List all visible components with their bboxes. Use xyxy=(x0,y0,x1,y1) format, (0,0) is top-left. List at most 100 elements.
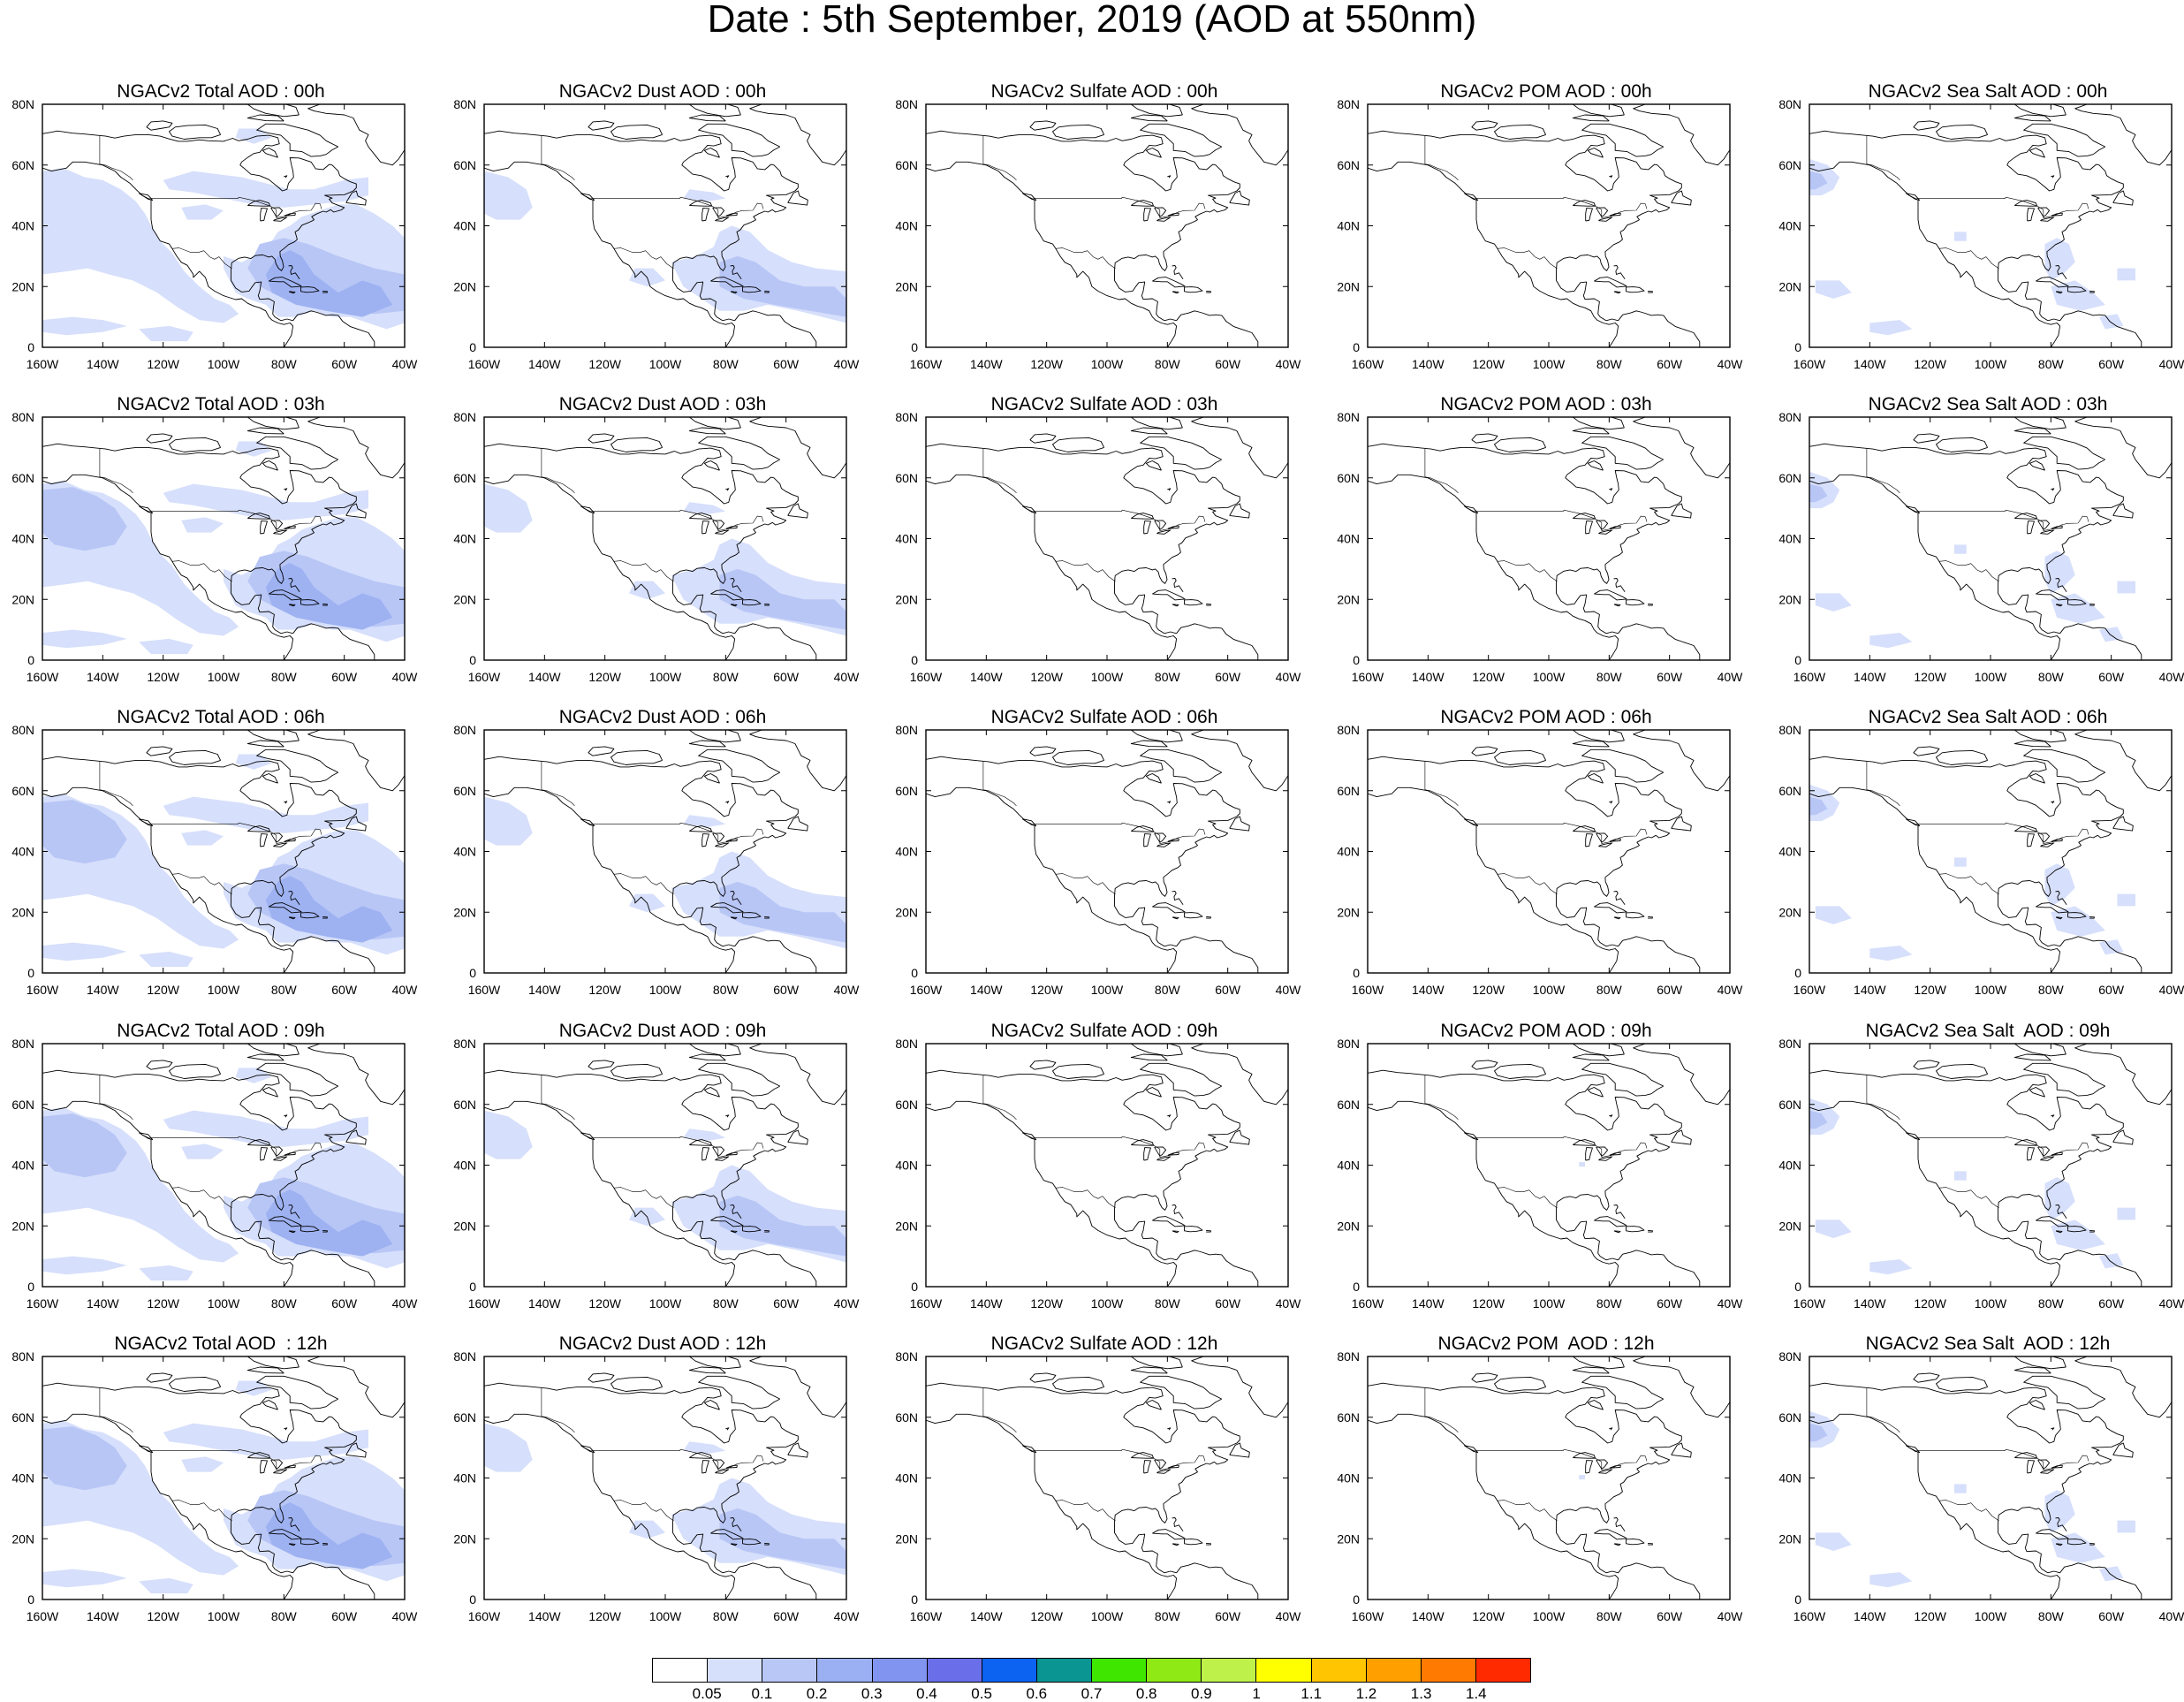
x-tick-label: 140W xyxy=(87,670,119,684)
x-tick-label: 100W xyxy=(1533,670,1566,684)
x-tick-label: 160W xyxy=(1352,357,1384,371)
coastline xyxy=(246,104,300,118)
y-tick-label: 60N xyxy=(453,1098,476,1112)
coastline xyxy=(1613,265,1626,279)
y-tick-label: 20N xyxy=(895,905,918,919)
x-tick-label: 40W xyxy=(1718,983,1744,997)
coastline xyxy=(269,1216,302,1227)
aod-region xyxy=(1579,1162,1585,1167)
coastline xyxy=(307,1356,405,1418)
aod-region xyxy=(48,1486,103,1508)
coastline xyxy=(1176,1250,1259,1287)
country-border xyxy=(541,448,575,494)
coastline xyxy=(1648,1542,1653,1546)
lake-outline xyxy=(2027,1147,2035,1161)
aod-region xyxy=(139,325,193,342)
aod-region xyxy=(1869,320,1913,336)
y-tick-label: 60N xyxy=(895,471,918,485)
coastline xyxy=(2059,1250,2142,1287)
x-tick-label: 80W xyxy=(1155,670,1181,684)
coastline xyxy=(1913,746,1940,756)
lake-outline xyxy=(2014,1139,2038,1146)
x-tick-label: 120W xyxy=(1914,1609,1946,1623)
coastline xyxy=(42,1100,294,1287)
coastline xyxy=(1172,291,1179,294)
aod-region xyxy=(139,1265,193,1281)
x-tick-label: 120W xyxy=(147,670,179,684)
coastline xyxy=(246,1366,284,1374)
aod-region xyxy=(181,1456,224,1472)
coastline xyxy=(1022,1132,1037,1141)
x-tick-label: 60W xyxy=(2098,983,2125,997)
axis-ticks: 160W 140W 120W 100W 80W 60W 40W 0 20N 40N 60N 80N xyxy=(1337,97,1743,371)
coastline xyxy=(300,1226,320,1233)
y-tick-label: 60N xyxy=(1778,1098,1801,1112)
y-tick-label: 0 xyxy=(27,1280,34,1294)
panel-title: NGACv2 Dust AOD : 12h xyxy=(558,1333,767,1354)
aod-region xyxy=(163,1423,368,1460)
map-panel-pom-2: NGACv2 POM AOD : 06h 160W 140W 120W 100W 80W 6… xyxy=(1325,707,1767,999)
coastline xyxy=(288,291,296,294)
coastline xyxy=(484,1382,799,1574)
coastline xyxy=(730,1230,738,1234)
coastline xyxy=(146,120,173,131)
panel-title: NGACv2 Sea Salt AOD : 00h xyxy=(1868,81,2108,102)
coastline xyxy=(2055,604,2063,607)
x-tick-label: 40W xyxy=(1276,1609,1302,1623)
aod-region xyxy=(42,1113,127,1178)
coastline xyxy=(256,436,339,470)
coastline xyxy=(2029,148,2045,158)
map-panel-dust-0: NGACv2 Dust AOD : 00h 160W 140W 120W 100W 80W… xyxy=(442,81,883,373)
coastline xyxy=(688,730,741,743)
y-tick-label: 80N xyxy=(1337,410,1360,424)
country-border xyxy=(171,1187,232,1209)
aod-field xyxy=(926,417,1288,660)
y-tick-label: 40N xyxy=(1337,1471,1360,1485)
coastline xyxy=(698,436,781,470)
coastline xyxy=(926,161,1178,347)
coastline xyxy=(484,756,799,947)
x-tick-label: 160W xyxy=(468,670,501,684)
coastline xyxy=(710,277,744,288)
coastline xyxy=(288,578,300,592)
country-border xyxy=(1424,135,1459,181)
lake-outline xyxy=(2037,1146,2051,1157)
coastline xyxy=(484,443,799,634)
colorbar-swatch xyxy=(872,1659,928,1682)
x-tick-label: 40W xyxy=(1718,1296,1744,1311)
y-tick-label: 40N xyxy=(895,219,918,233)
coastlines xyxy=(926,417,1288,660)
x-tick-label: 60W xyxy=(2098,357,2125,371)
y-tick-label: 60N xyxy=(1778,784,1801,798)
map-plot: 160W 140W 120W 100W 80W 60W 40W 0 20N 40N 60N 80N xyxy=(453,1037,860,1311)
x-tick-label: 40W xyxy=(834,1609,861,1623)
aod-region xyxy=(1809,483,1828,503)
coastline xyxy=(1648,916,1653,919)
x-tick-label: 80W xyxy=(1596,357,1623,371)
x-tick-label: 40W xyxy=(1276,670,1302,684)
aod-region xyxy=(1869,1259,1913,1275)
coastline xyxy=(1229,190,1250,206)
coastline xyxy=(580,505,595,514)
country-border xyxy=(591,1136,764,1158)
coastline xyxy=(1594,277,1627,288)
country-border xyxy=(99,135,133,181)
coastline xyxy=(246,740,284,748)
colorbar-swatch xyxy=(708,1659,763,1682)
x-tick-label: 80W xyxy=(2038,1609,2065,1623)
y-tick-label: 40N xyxy=(895,1471,918,1485)
coastline xyxy=(926,130,1240,322)
country-border xyxy=(1497,1187,1558,1209)
aod-region xyxy=(1815,906,1852,924)
coastline xyxy=(1572,1044,1625,1057)
coastline xyxy=(1464,505,1479,514)
lake-outline xyxy=(270,520,284,530)
axis-ticks: 160W 140W 120W 100W 80W 60W 40W 0 20N 40N 60N 80N xyxy=(895,97,1301,371)
lake-outline xyxy=(1609,1464,1621,1469)
y-tick-label: 20N xyxy=(453,592,476,606)
coastline xyxy=(2089,290,2095,293)
y-tick-label: 40N xyxy=(453,1159,476,1173)
country-border xyxy=(1497,247,1558,270)
x-tick-label: 120W xyxy=(588,983,621,997)
x-tick-label: 80W xyxy=(713,357,739,371)
